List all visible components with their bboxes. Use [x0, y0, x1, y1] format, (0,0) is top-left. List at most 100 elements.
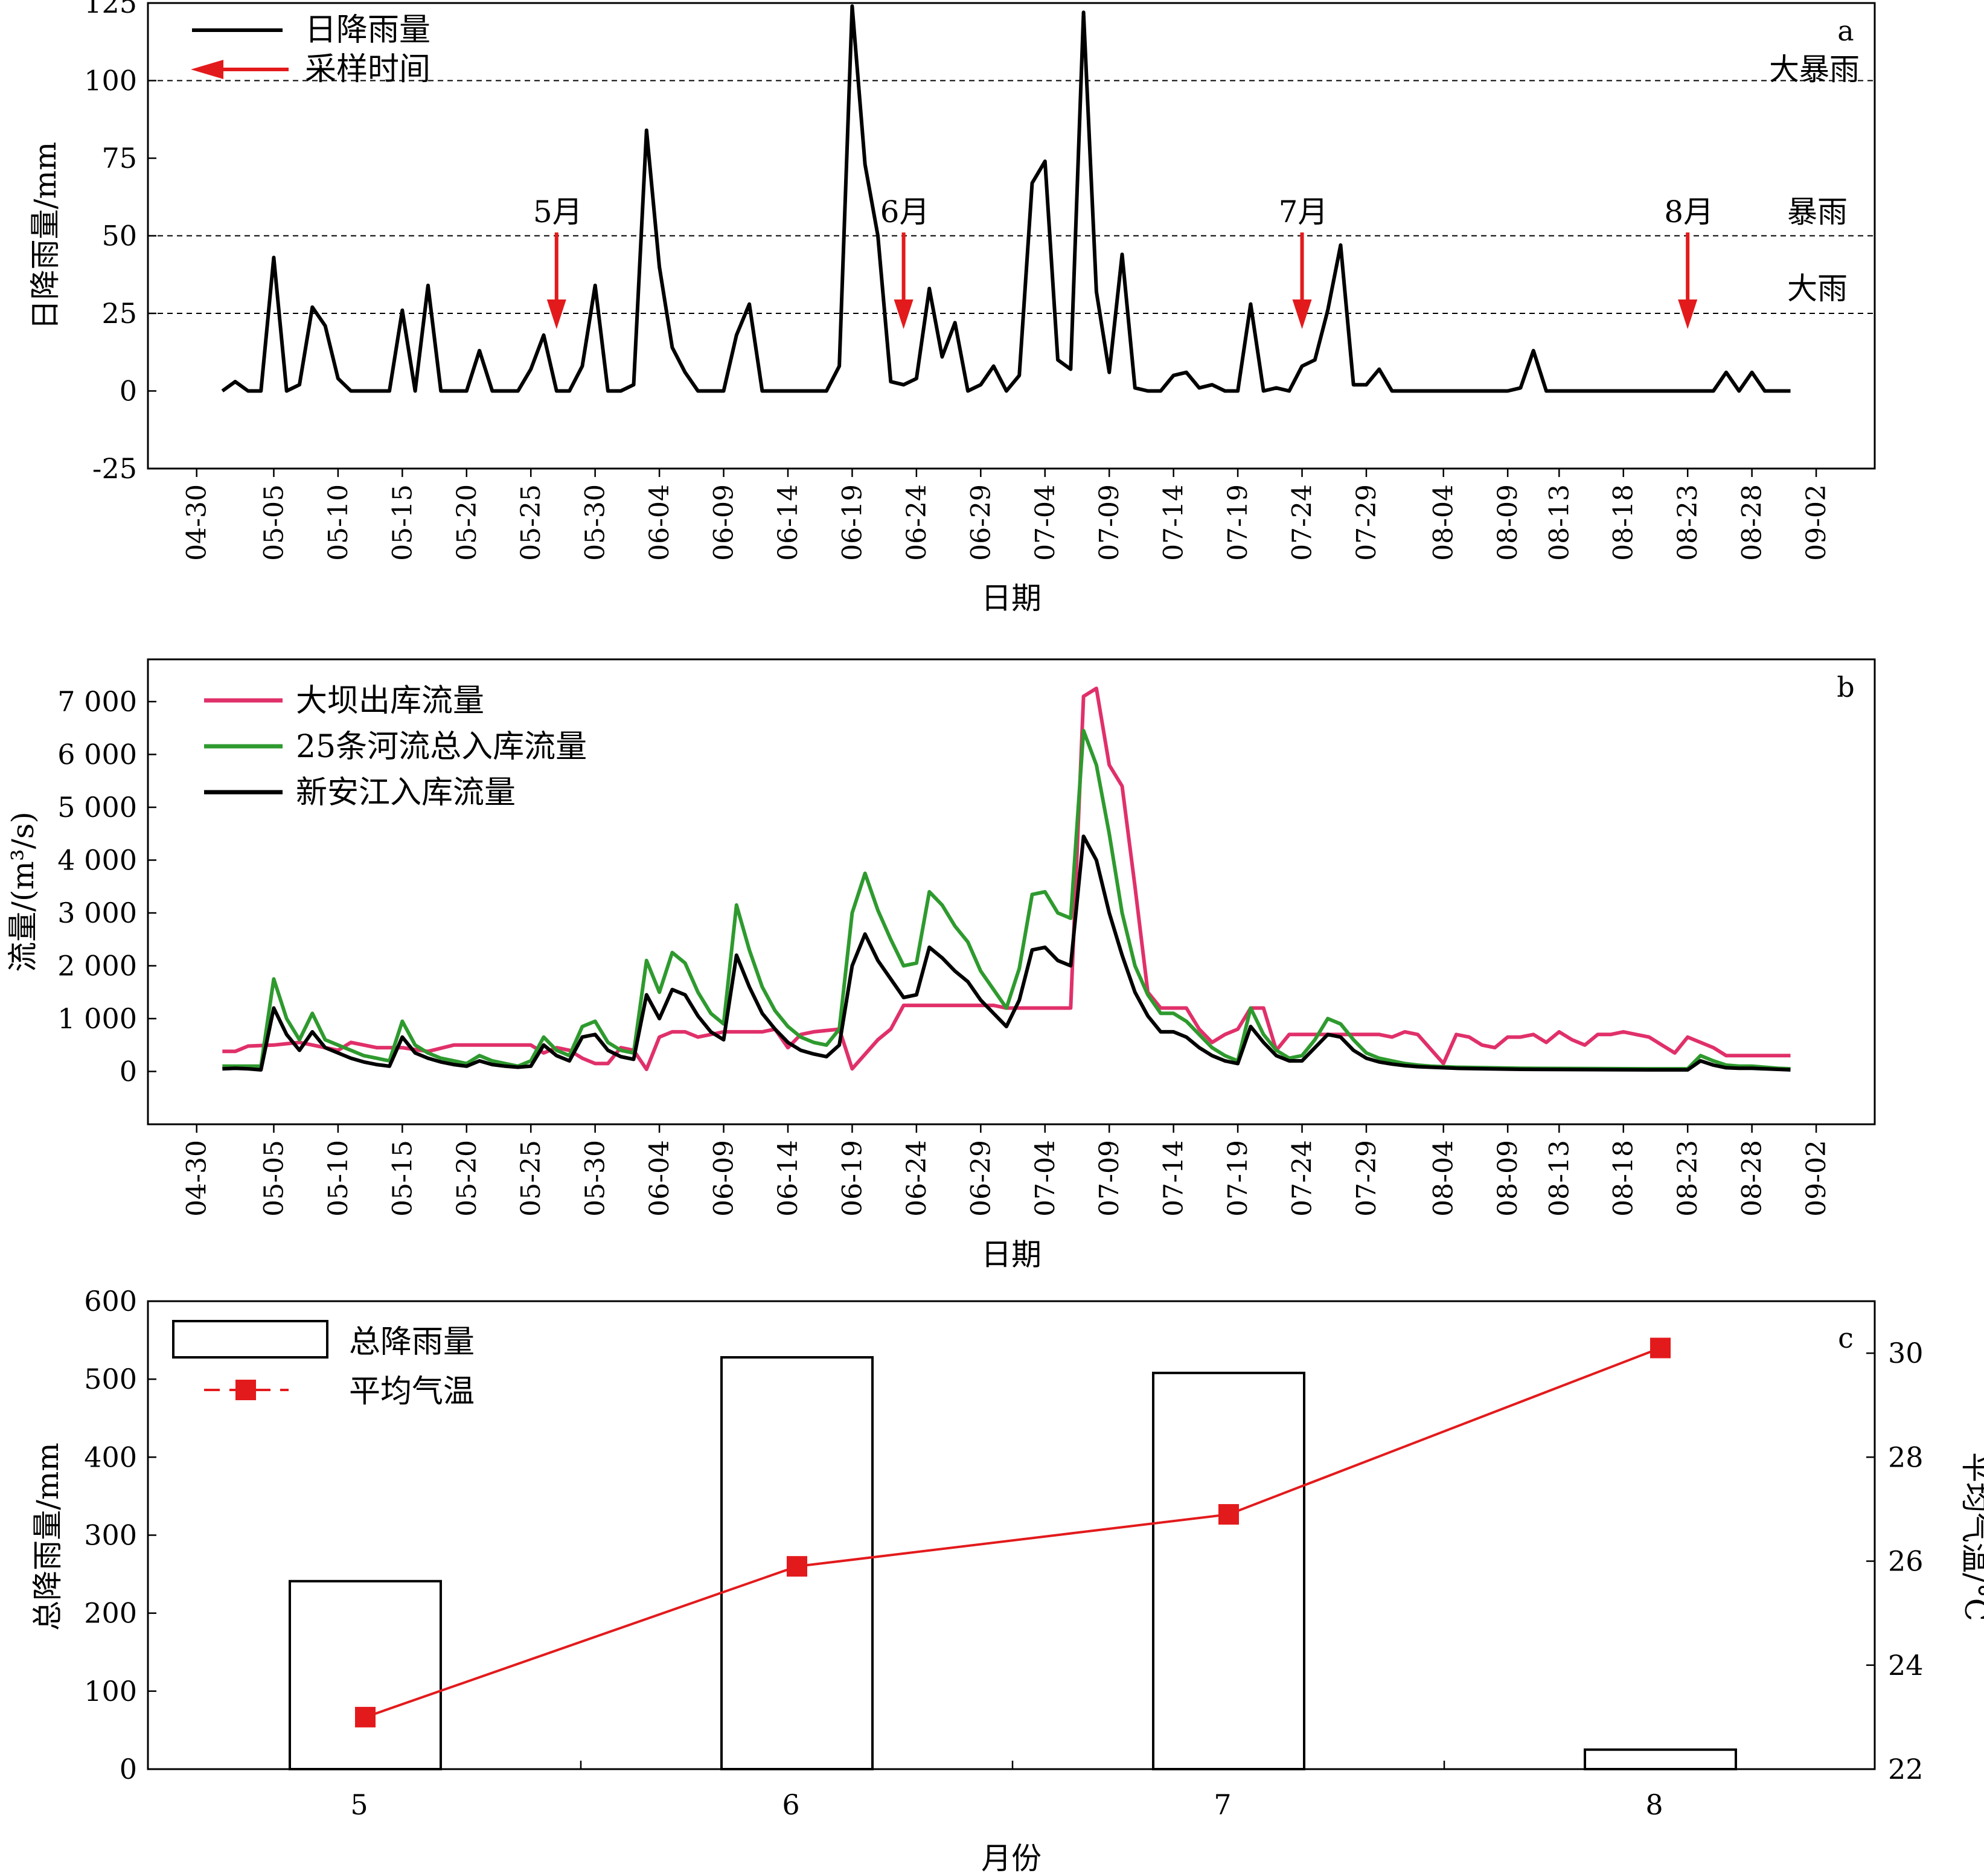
y-tick-label: 6 000: [57, 738, 137, 771]
y2-tick-label: 24: [1888, 1649, 1924, 1682]
legend-label: 25条河流总入库流量: [296, 729, 587, 765]
x-tick-label: 05-15: [387, 484, 418, 561]
x-tick-label: 05-25: [516, 1140, 546, 1217]
x-tick-label: 08-23: [1672, 1140, 1703, 1217]
y-tick-label: 0: [120, 1055, 137, 1088]
y-tick-label: 0: [120, 375, 137, 408]
x-tick-label: 08-04: [1429, 1140, 1459, 1217]
sampling-month-label: 8月: [1664, 194, 1714, 229]
temperature-marker: [355, 1706, 376, 1727]
x-tick-label: 05-15: [387, 1140, 418, 1217]
series-river-inflow-line: [222, 729, 1791, 1071]
x-tick-label: 07-19: [1223, 1140, 1253, 1217]
series-daily-rainfall-line: [221, 4, 1791, 393]
x-tick-label: 06-04: [644, 1140, 675, 1217]
legend-label: 采样时间: [305, 51, 430, 88]
y-tick-label: 5 000: [57, 791, 137, 824]
panel-label: b: [1837, 671, 1854, 703]
y-tick-label: 2 000: [57, 950, 137, 982]
plot-frame: [147, 658, 1876, 1125]
panel-b: 0 1 000 2 000 3 000 4 000 5 000 6 000 7 000 04-3…: [5, 658, 1876, 1272]
x-tick-label: 08-09: [1493, 1140, 1523, 1217]
x-tick-label: 05-05: [258, 1140, 289, 1217]
y-axis-title: 日降雨量/mm: [28, 142, 63, 330]
legend-label: 大坝出库流量: [296, 683, 484, 719]
sampling-arrow-head: [894, 299, 914, 329]
y2-tick-label: 30: [1888, 1337, 1924, 1369]
x-tick-label: 09-02: [1801, 484, 1832, 561]
x-tick-label: 07-14: [1159, 1140, 1189, 1217]
sampling-month-label: 5月: [533, 194, 583, 229]
y2-axis-title: 平均气温/°C: [1958, 1452, 1984, 1621]
panel-label: a: [1837, 14, 1854, 47]
x-tick-label: 05-25: [516, 484, 546, 561]
y2-tick-label: 26: [1888, 1545, 1924, 1578]
x-tick-label: 07-09: [1094, 484, 1125, 561]
x-tick-label: 05-20: [452, 1140, 482, 1217]
x-tick-label: 06-29: [965, 484, 996, 561]
x-axis-title: 日期: [981, 581, 1042, 616]
plot-frame: [147, 1300, 1876, 1770]
x-tick-label: 08-13: [1544, 484, 1575, 561]
sampling-arrow-head: [1678, 299, 1698, 329]
y-tick-label: 100: [84, 65, 137, 97]
x-tick-label: 08-09: [1493, 484, 1523, 561]
legend-arrow-head: [191, 60, 223, 79]
y-tick-label: 50: [101, 220, 137, 252]
x-tick-label: 06-29: [965, 1140, 996, 1217]
x-tick-label: 07-24: [1287, 1140, 1318, 1217]
y-axis-title: 总降雨量/mm: [30, 1442, 65, 1631]
bar-total-rainfall: [1584, 1748, 1737, 1770]
y-tick-label: 7 000: [57, 685, 137, 718]
sampling-month-label: 6月: [880, 194, 930, 229]
legend-marker: [235, 1380, 256, 1400]
x-tick-label: 08-04: [1429, 484, 1459, 561]
x-tick-label: 07-04: [1030, 1140, 1061, 1217]
sampling-arrow-head: [546, 299, 566, 329]
x-tick-label: 06-24: [901, 1140, 932, 1217]
x-tick-label: 05-10: [323, 484, 354, 561]
x-tick-label: 08-13: [1544, 1140, 1575, 1217]
legend-label: 总降雨量: [349, 1324, 475, 1360]
sampling-month-label: 7月: [1279, 194, 1328, 229]
x-tick-label: 08-23: [1672, 484, 1703, 561]
reference-label: 大雨: [1787, 271, 1848, 306]
y-tick-label: 25: [101, 297, 137, 330]
y-tick-label: 4 000: [57, 844, 137, 877]
y-tick-label: 0: [120, 1753, 137, 1785]
x-tick-label: 08-18: [1608, 484, 1639, 561]
legend-label: 平均气温: [349, 1374, 475, 1410]
x-tick-label: 07-09: [1094, 1140, 1125, 1217]
x-tick-label: 07-29: [1351, 1140, 1382, 1217]
temperature-marker: [787, 1556, 807, 1577]
x-tick-label: 5: [350, 1788, 368, 1821]
x-tick-label: 6: [782, 1788, 799, 1821]
legend-swatch-bar: [172, 1320, 328, 1359]
reference-label: 大暴雨: [1769, 52, 1860, 87]
y-tick-label: 200: [84, 1597, 137, 1630]
y-tick-label: 600: [84, 1285, 137, 1317]
y-tick-label: 300: [84, 1519, 137, 1552]
x-tick-label: 05-30: [580, 484, 611, 561]
x-tick-label: 05-20: [452, 484, 482, 561]
x-tick-label: 06-14: [773, 1140, 804, 1217]
x-tick-label: 7: [1214, 1788, 1231, 1821]
x-tick-label: 07-04: [1030, 484, 1061, 561]
y-tick-label: 500: [84, 1363, 137, 1395]
x-tick-label: 08-28: [1737, 1140, 1768, 1217]
y-tick-label: 3 000: [57, 897, 137, 929]
series-dam-outflow-line: [222, 687, 1791, 1071]
y-axis-title: 流量/(m³/s): [5, 812, 40, 972]
sampling-arrow-head: [1292, 299, 1312, 329]
x-tick-label: 06-04: [644, 484, 675, 561]
x-tick-label: 06-09: [709, 484, 740, 561]
temperature-marker: [1218, 1504, 1239, 1525]
x-tick-label: 06-14: [773, 484, 804, 561]
y-tick-label: -25: [92, 452, 137, 485]
y-tick-label: 125: [84, 0, 137, 19]
temperature-marker: [1650, 1337, 1671, 1359]
x-tick-label: 06-24: [901, 484, 932, 561]
x-tick-label: 07-19: [1223, 484, 1253, 561]
x-tick-label: 08-18: [1608, 1140, 1639, 1217]
panel-label: c: [1838, 1322, 1854, 1354]
